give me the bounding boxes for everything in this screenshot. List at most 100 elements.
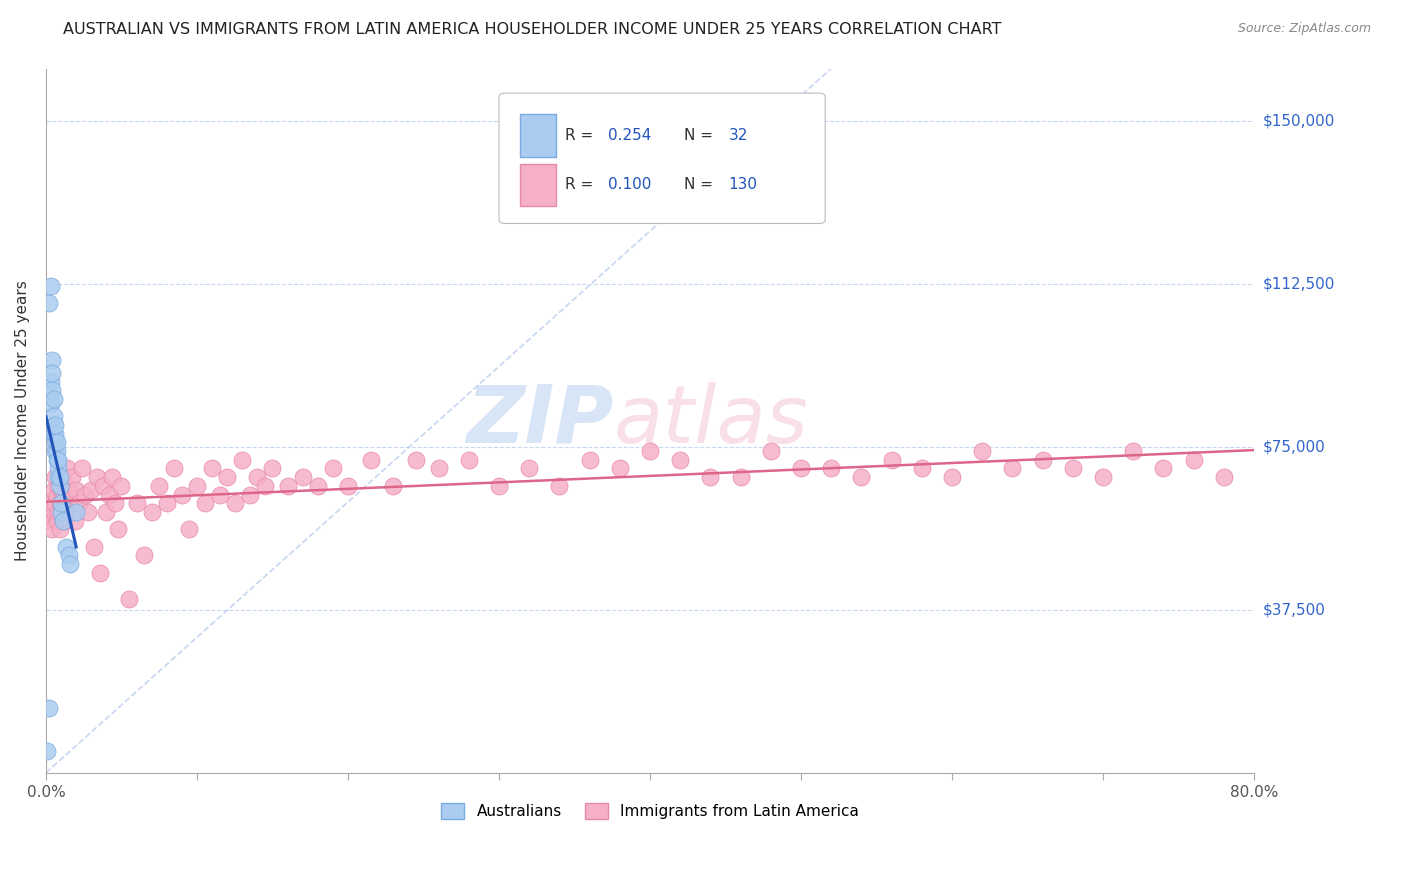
Point [163,461,186,475]
Text: ZIP: ZIP [467,382,614,459]
Point [41,522,63,536]
Point [239,487,262,501]
Point [96,505,118,519]
Point [42,417,65,432]
Point [39,375,62,389]
Point [790,461,813,475]
Point [118,591,141,606]
Point [49,505,72,519]
Point [93,479,115,493]
Point [44,496,66,510]
Point [70,461,93,475]
Point [638,444,661,458]
Point [880,452,903,467]
Point [59,496,82,510]
Point [46,479,69,493]
Point [360,452,382,467]
Point [253,479,276,493]
Point [39,278,62,293]
Point [63,514,86,528]
Bar [520,114,555,157]
Point [65,505,87,519]
Point [1062,461,1084,475]
Point [45,435,67,450]
Point [44,470,66,484]
Point [45,487,67,501]
Point [1212,470,1234,484]
Point [44,426,66,441]
Text: $75,000: $75,000 [1263,439,1324,454]
Point [62,487,84,501]
Point [48,479,70,493]
Point [246,470,269,484]
Text: atlas: atlas [614,382,808,459]
Point [55,479,77,493]
Point [39,514,62,528]
Point [101,470,124,484]
Point [44,435,66,450]
Point [38,700,60,714]
Point [941,470,963,484]
Point [46,505,69,519]
Point [83,540,105,554]
Point [46,461,69,475]
Point [110,479,132,493]
Point [186,479,208,493]
Point [86,470,108,484]
Point [52,470,75,484]
Text: R =: R = [565,178,599,192]
Point [107,522,129,536]
Point [45,444,67,458]
Point [41,383,63,397]
Point [46,470,69,484]
Point [45,514,67,528]
Text: 0.100: 0.100 [607,178,651,192]
Point [1001,461,1024,475]
Text: $150,000: $150,000 [1263,113,1334,128]
Point [134,549,156,563]
Point [1032,452,1054,467]
Point [548,479,571,493]
Point [39,396,62,410]
Point [277,479,299,493]
Text: Source: ZipAtlas.com: Source: ZipAtlas.com [1237,22,1371,36]
Y-axis label: Householder Income Under 25 years: Householder Income Under 25 years [15,280,30,561]
Point [49,505,72,519]
Point [45,452,67,467]
Point [41,366,63,380]
Point [59,557,82,571]
Point [42,505,65,519]
Point [193,496,215,510]
Point [759,444,782,458]
Point [307,479,329,493]
Point [820,461,842,475]
Point [405,452,427,467]
Point [52,514,75,528]
Point [291,470,314,484]
Point [730,470,752,484]
Point [148,479,170,493]
Point [38,296,60,310]
Point [38,505,60,519]
Point [231,452,253,467]
Point [851,470,873,484]
Point [75,487,97,501]
Point [80,483,103,498]
Point [58,549,80,563]
Text: AUSTRALIAN VS IMMIGRANTS FROM LATIN AMERICA HOUSEHOLDER INCOME UNDER 25 YEARS CO: AUSTRALIAN VS IMMIGRANTS FROM LATIN AMER… [63,22,1001,37]
Point [179,522,201,536]
Point [67,496,90,510]
Text: R =: R = [565,128,599,143]
Point [56,461,79,475]
Point [58,483,80,498]
Point [104,496,127,510]
Text: $37,500: $37,500 [1263,602,1326,617]
Point [1122,444,1144,458]
Text: N =: N = [683,178,717,192]
Point [41,496,63,510]
Point [224,496,246,510]
Point [42,392,65,406]
Point [41,352,63,367]
Point [49,483,72,498]
Point [53,487,76,501]
